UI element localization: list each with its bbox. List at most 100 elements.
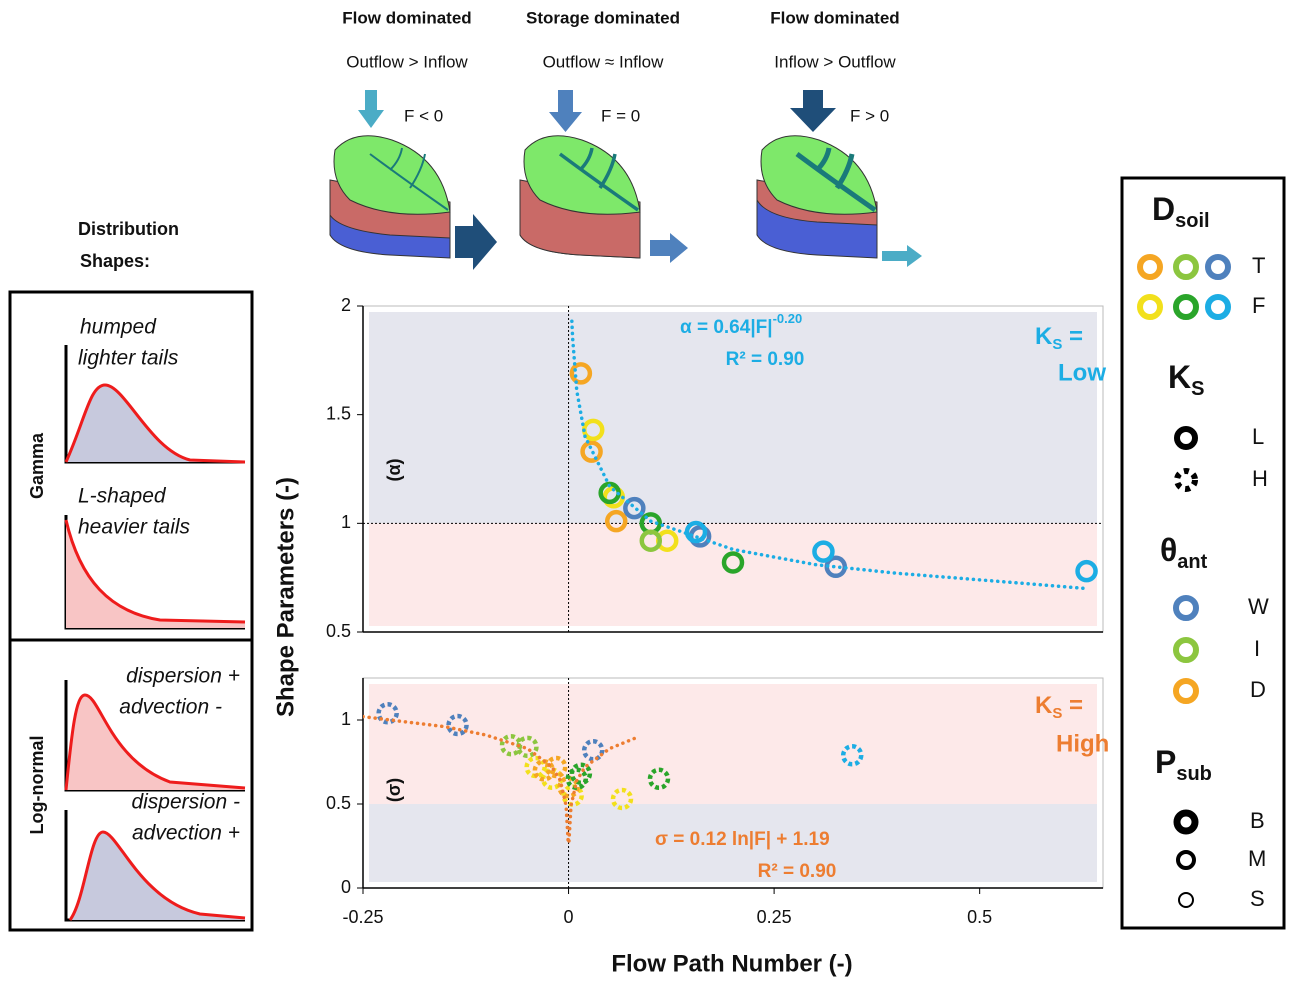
r-squared: R² = 0.90: [758, 861, 837, 882]
y-axis-title: Shape Parameters (-): [272, 477, 299, 717]
x-axis-title: Flow Path Number (-): [611, 950, 852, 977]
ks-value: Low: [1058, 359, 1106, 386]
panel-label: (α): [384, 458, 404, 481]
inflow-arrow: [358, 90, 384, 128]
group-label: Gamma: [27, 432, 47, 499]
x-tick-label: -0.25: [342, 907, 383, 927]
data-point: [581, 738, 605, 762]
data-point: [812, 540, 835, 563]
data-point: [604, 509, 628, 533]
ks-label: KS =: [1035, 692, 1083, 722]
shape-label: lighter tails: [78, 347, 179, 370]
data-point: [639, 529, 663, 552]
y-tick-label: 2: [341, 295, 351, 315]
legend: Dsoil T F KS L H θant W I D Psub B M S: [1137, 191, 1269, 911]
regime-title: Flow dominated: [770, 8, 899, 27]
data-point: [721, 551, 745, 574]
ks-base: K: [1035, 692, 1053, 719]
data-point: [580, 440, 603, 463]
data-point: [569, 362, 593, 385]
equation: α = 0.64|F|-0.20: [680, 311, 802, 338]
r-squared: R² = 0.90: [726, 349, 805, 370]
regime-flux: F > 0: [850, 106, 889, 125]
x-tick-label: 0.5: [967, 907, 992, 927]
hillslope: [329, 135, 451, 259]
ks-eq: =: [1062, 692, 1083, 719]
panel-label: (σ): [384, 778, 404, 802]
shape-label: dispersion -: [131, 791, 240, 814]
shapes-title: Shapes:: [80, 251, 150, 271]
trend-line: [570, 319, 1089, 591]
regime-title: Storage dominated: [526, 8, 680, 27]
ks-sub: S: [1052, 705, 1062, 722]
legend-title-sub: ant: [1177, 551, 1207, 573]
regime-flux: F = 0: [601, 106, 640, 125]
legend-item: M: [1248, 846, 1266, 871]
legend-title-base: K: [1168, 359, 1191, 395]
legend-item: L: [1252, 424, 1264, 449]
outflow-arrow: [455, 214, 497, 270]
ks-label: KS =: [1035, 323, 1083, 353]
group-label: Log-normal: [27, 736, 47, 835]
data-point: [647, 767, 671, 791]
legend-item: W: [1248, 594, 1269, 619]
background-band: [369, 804, 1097, 882]
regime-headers: Flow dominated Outflow > Inflow F < 0 St…: [342, 8, 899, 125]
y-tick-label: 0.5: [326, 621, 351, 641]
legend-box: [1120, 176, 1286, 930]
legend-item: T: [1252, 253, 1265, 278]
trend-line: [363, 714, 637, 843]
data-point: [376, 702, 399, 725]
equation: σ = 0.12 ln|F| + 1.19: [655, 829, 830, 850]
regime-relation: Inflow > Outflow: [774, 52, 896, 71]
legend-title: Dsoil: [1152, 191, 1210, 232]
outflow-arrow: [650, 233, 688, 263]
shapes-title: Distribution: [78, 219, 179, 239]
shape-label: advection +: [132, 822, 240, 845]
equation-main: α = 0.64|F|: [680, 317, 773, 338]
background-band: [369, 684, 1097, 804]
shape-label: L-shaped: [78, 485, 167, 508]
equation-main: σ = 0.12 ln|F| + 1.19: [655, 829, 830, 850]
legend-title-sub: S: [1191, 378, 1204, 400]
equation-exponent: -0.20: [773, 311, 803, 326]
inflow-arrow: [549, 90, 582, 132]
y-tick-label: 1: [341, 709, 351, 729]
y-tick-label: 1: [341, 512, 351, 532]
hillslope: [756, 135, 878, 259]
regime-flux: F < 0: [404, 106, 443, 125]
regime-relation: Outflow ≈ Inflow: [543, 52, 665, 71]
data-point: [684, 520, 708, 544]
x-tick-label: 0.25: [757, 907, 792, 927]
shape-label: dispersion +: [126, 665, 240, 688]
x-tick-label: 0: [564, 907, 574, 927]
ks-sub: S: [1052, 336, 1062, 353]
legend-title-sub: sub: [1176, 763, 1212, 785]
legend-item: F: [1252, 293, 1265, 318]
shape-label: humped: [80, 316, 157, 339]
legend-item: I: [1254, 636, 1260, 661]
shape-label: advection -: [119, 696, 222, 719]
data-point: [840, 744, 864, 767]
legend-title-base: θ: [1160, 532, 1177, 568]
y-tick-label: 0.5: [326, 793, 351, 813]
legend-title-base: D: [1152, 191, 1175, 227]
data-point: [610, 787, 634, 811]
legend-title-base: P: [1155, 744, 1176, 780]
legend-item: D: [1250, 677, 1266, 702]
legend-title: θant: [1160, 532, 1208, 573]
inflow-arrow: [790, 90, 836, 132]
regime-relation: Outflow > Inflow: [346, 52, 468, 71]
shape-box: [8, 638, 254, 932]
ks-base: K: [1035, 323, 1053, 350]
outflow-arrow: [882, 245, 922, 267]
legend-item: H: [1252, 466, 1268, 491]
shape-curves: [64, 345, 246, 922]
hillslope: [519, 135, 641, 259]
legend-title-sub: soil: [1175, 210, 1209, 232]
shape-label: heavier tails: [78, 516, 191, 539]
y-tick-label: 0: [341, 877, 351, 897]
data-point: [569, 762, 593, 786]
legend-item: B: [1250, 808, 1265, 833]
